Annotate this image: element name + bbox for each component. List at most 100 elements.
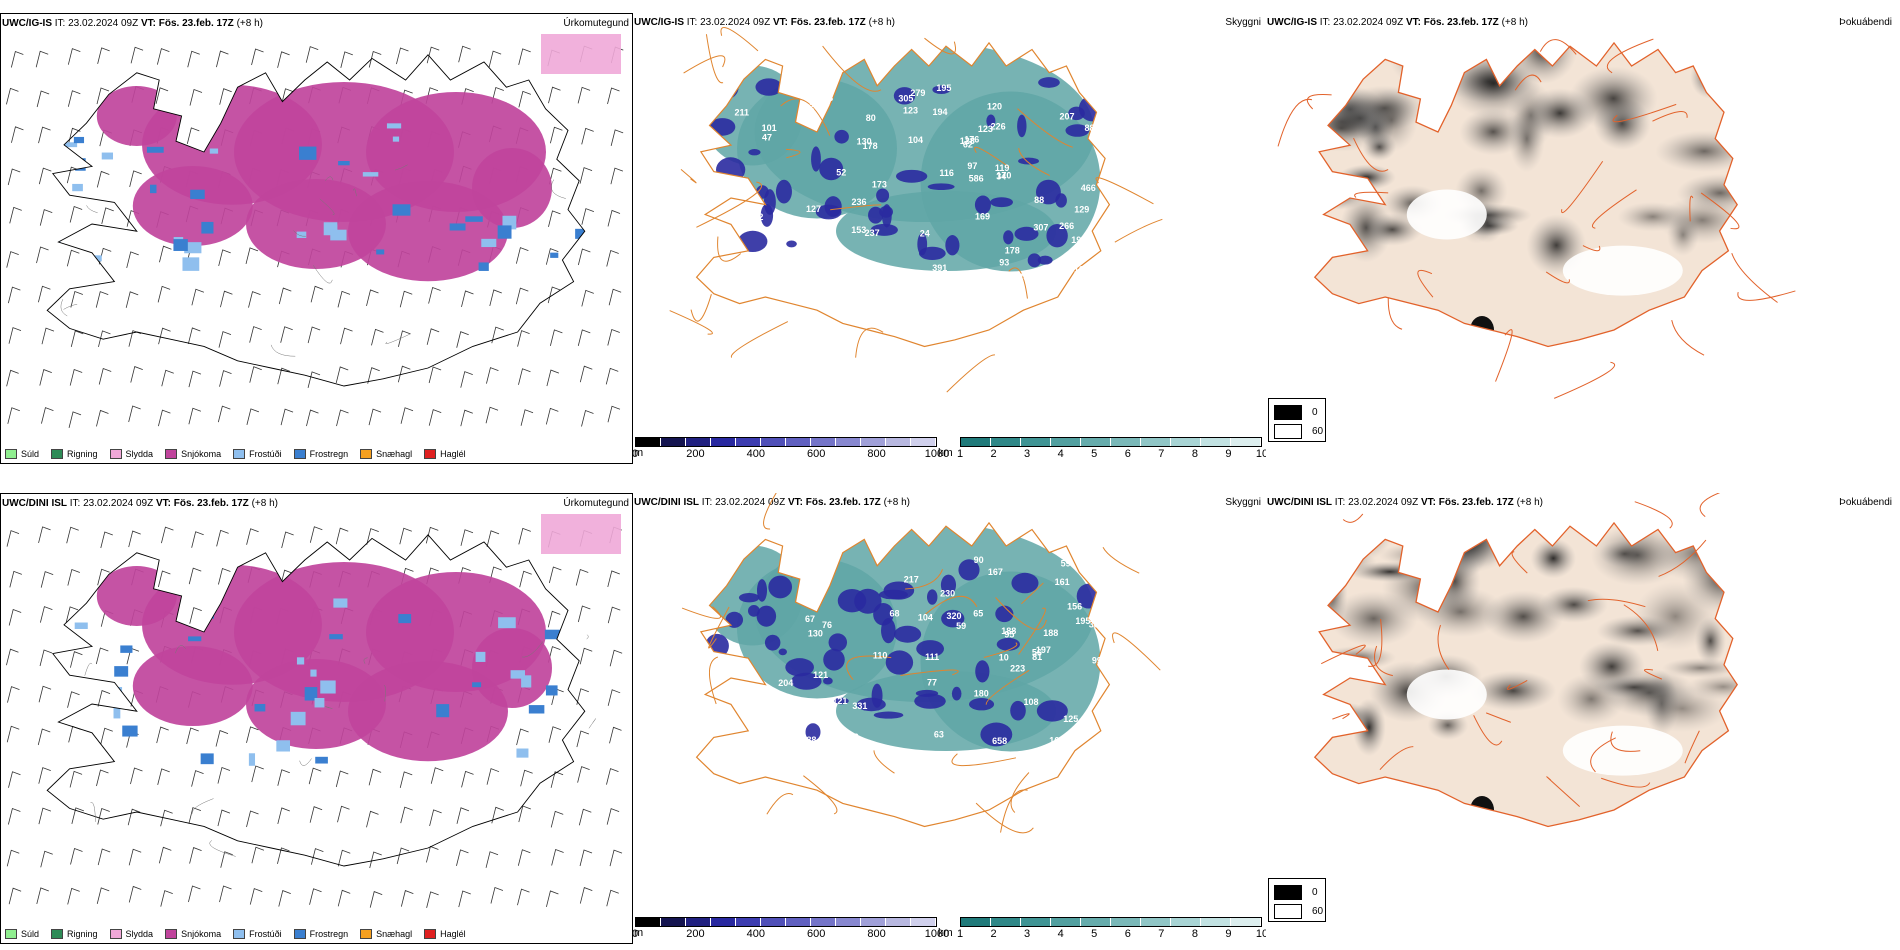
- cloud-base-label: 236: [852, 197, 867, 207]
- visibility-field: [702, 42, 1106, 272]
- it-value: 23.02.2024 09Z: [1333, 17, 1404, 28]
- visibility-map: 104 127 178 150 307 108 466 194 236 238 226 884 129 1…: [669, 27, 1163, 393]
- colorbar-cell: [1081, 918, 1111, 926]
- precip-type-map: [6, 514, 623, 908]
- legend-swatch: [233, 449, 246, 459]
- cloud-base-label: 76: [822, 620, 832, 630]
- colorbar-cell: [861, 438, 886, 446]
- cloud-base-label: 95: [1004, 629, 1014, 639]
- cloud-base-label: 62: [963, 139, 973, 149]
- colorbar-cell: [961, 438, 991, 446]
- fog-scale-min: 60: [1274, 424, 1323, 439]
- colorbar-tick: 800: [867, 928, 886, 940]
- cloud-base-label: 156: [737, 188, 752, 198]
- it-value: 23.02.2024 09Z: [715, 497, 786, 508]
- fog-indicator-map: [1277, 38, 1796, 399]
- cloud-base-label: 34: [996, 172, 1006, 182]
- colorbar-tick: 1000: [924, 928, 950, 940]
- legend-item: Haglél: [424, 449, 466, 459]
- legend-item: Frostregn: [293, 929, 348, 939]
- model-name: UWC/IG-IS: [634, 17, 684, 28]
- legend-label: Snjókoma: [181, 929, 222, 939]
- cloud-base-label: 126: [800, 567, 815, 577]
- vt-label: VT:: [1420, 497, 1436, 508]
- legend-item: Snjókoma: [165, 449, 221, 459]
- coastline: [46, 54, 586, 387]
- it-value: 23.02.2024 09Z: [83, 498, 154, 509]
- colorbar-cell: [1201, 918, 1231, 926]
- cloud-base-label: 207: [1060, 112, 1075, 122]
- panel-header: UWC/IG-IS IT: 23.02.2024 09Z VT: Fös. 23…: [634, 17, 895, 28]
- cloud-base-label: 152: [748, 212, 763, 222]
- colorbar-cell: [636, 918, 661, 926]
- colorbar-tick: 800: [867, 448, 886, 460]
- fog-scale-legend: 0 60: [1268, 878, 1326, 922]
- visibility-panel: UWC/DINI ISL IT: 23.02.2024 09Z VT: Fös.…: [633, 493, 1266, 945]
- cloud-base-label: 75: [779, 221, 789, 231]
- coastline: [1313, 41, 1738, 348]
- legend-item: Snjókoma: [165, 929, 221, 939]
- colorbar-cells: [960, 917, 1262, 927]
- it-label: IT:: [1334, 497, 1346, 508]
- cloud-base-label: 121: [832, 696, 847, 706]
- colorbar-cell: [1021, 918, 1051, 926]
- colorbar-tick: 400: [746, 448, 765, 460]
- cloud-base-label: 55: [824, 743, 834, 753]
- colorbar-tick: 4: [1057, 448, 1064, 460]
- cloud-base-label: 169: [975, 212, 990, 222]
- colorbar-cell: [886, 438, 911, 446]
- colorbar-cell: [961, 918, 991, 926]
- colorbar-cell: [1231, 918, 1261, 926]
- colorbar-cell: [911, 918, 936, 926]
- panel-title: Úrkomutegund: [563, 498, 629, 509]
- colorbar-cell: [1111, 438, 1141, 446]
- cloud-base-label: 130: [857, 137, 872, 147]
- legend-label: Snjókoma: [181, 449, 222, 459]
- forecast-row: UWC/DINI ISL IT: 23.02.2024 09Z VT: Fös.…: [0, 480, 1900, 950]
- cloud-base-label: 466: [1081, 183, 1096, 193]
- cloud-base-label: 81: [1032, 652, 1042, 662]
- colorbar-tick: 1000: [924, 448, 950, 460]
- vt-value: Fös. 23.feb. 17Z: [173, 498, 249, 509]
- colorbar-cell: [761, 438, 786, 446]
- cloud-base-label: 266: [1059, 221, 1074, 231]
- vt-value: Fös. 23.feb. 17Z: [1438, 497, 1514, 508]
- it-label: IT:: [54, 18, 66, 29]
- legend-swatch: [293, 449, 306, 459]
- cloud-base-label: 178: [1005, 246, 1020, 256]
- colorbar-tick: 200: [686, 448, 705, 460]
- cloud-base-label: 127: [806, 204, 821, 214]
- cloud-base-label: 120: [987, 102, 1002, 112]
- colorbar-tick: 600: [807, 448, 826, 460]
- cloud-base-label: 279: [910, 88, 925, 98]
- panel-header: UWC/IG-IS IT: 23.02.2024 09Z VT: Fös. 23…: [1267, 17, 1528, 28]
- colorbar-cell: [861, 918, 886, 926]
- cloud-base-label: 90: [974, 555, 984, 565]
- panel-title: Þokuábendi: [1839, 17, 1892, 28]
- cloud-base-label: 305: [898, 94, 913, 104]
- cloud-base-label: 56: [1032, 647, 1042, 657]
- legend-swatch: [5, 449, 17, 459]
- panel-title: Úrkomutegund: [563, 18, 629, 29]
- colorbar-cell: [661, 918, 686, 926]
- colorbar-cell: [911, 438, 936, 446]
- legend-item: Slydda: [109, 929, 153, 939]
- colorbar-cell: [1171, 438, 1201, 446]
- legend-label: Snæhagl: [376, 449, 413, 459]
- cloud-base-label: 307: [1033, 223, 1048, 233]
- colorbar-ticks: 1 2 3 4 5 6 7 8 9 10: [957, 447, 1266, 461]
- legend-swatch: [51, 449, 64, 459]
- legend-swatch: [51, 929, 64, 939]
- colorbar-cell: [761, 918, 786, 926]
- cloud-base-label: 204: [778, 678, 793, 688]
- legend-swatch: [109, 449, 122, 459]
- legend-item: Súld: [5, 449, 39, 459]
- legend-swatch: [5, 929, 17, 939]
- colorbar-cell: [991, 918, 1021, 926]
- vt-label: VT:: [1405, 17, 1421, 28]
- vt-value: Fös. 23.feb. 17Z: [805, 497, 881, 508]
- cloud-base-label: 24: [920, 229, 930, 239]
- it-value: 23.02.2024 09Z: [1348, 497, 1419, 508]
- vt-value: Fös. 23.feb. 17Z: [158, 18, 234, 29]
- cloud-base-label: 249: [809, 102, 824, 112]
